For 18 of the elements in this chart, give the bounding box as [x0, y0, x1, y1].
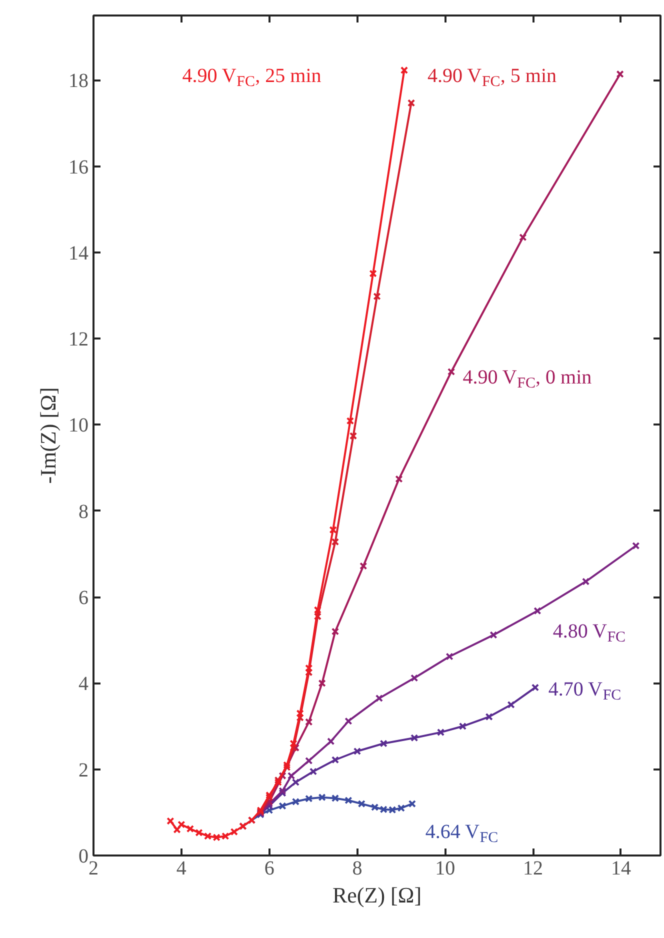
- y-tick-label: 6: [78, 587, 88, 610]
- y-tick-label: 14: [68, 242, 88, 264]
- y-tick-label: 4: [78, 673, 88, 696]
- y-tick-label: 12: [68, 328, 88, 351]
- x-tick-label: 4: [176, 858, 186, 880]
- x-tick-label: 10: [435, 858, 456, 880]
- x-tick-label: 8: [352, 858, 362, 880]
- y-tick-label: 2: [78, 759, 88, 782]
- x-tick-label: 14: [610, 858, 631, 880]
- y-tick-label: 18: [68, 70, 88, 92]
- y-tick-label: 10: [68, 414, 88, 437]
- y-tick-label: 0: [78, 846, 88, 868]
- y-tick-label: 8: [78, 500, 88, 523]
- y-axis-title: -Im(Z) [Ω]: [36, 387, 60, 484]
- x-axis-title: Re(Z) [Ω]: [332, 882, 422, 908]
- x-tick-label: 6: [264, 858, 274, 880]
- x-tick-label: 12: [523, 858, 544, 880]
- y-tick-label: 16: [68, 156, 88, 178]
